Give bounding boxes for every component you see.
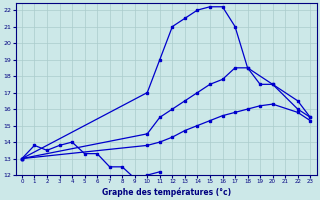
X-axis label: Graphe des températures (°c): Graphe des températures (°c)	[101, 187, 231, 197]
